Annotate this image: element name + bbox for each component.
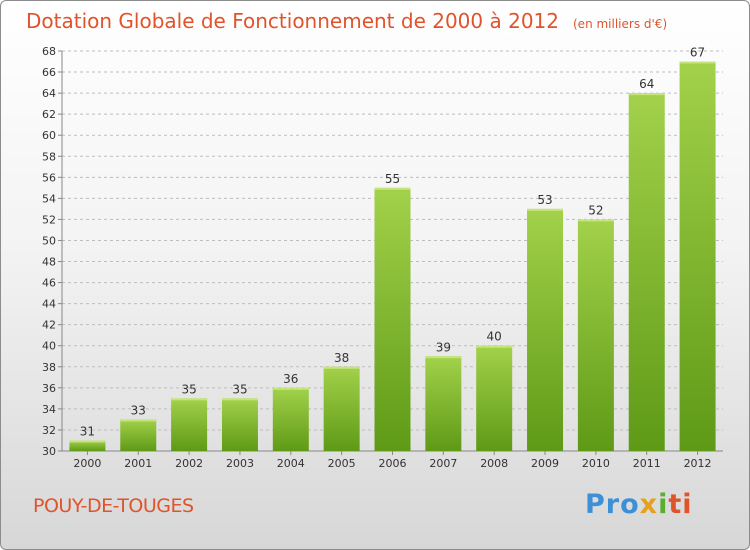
y-tick-label: 46 xyxy=(42,277,56,290)
y-tick-label: 30 xyxy=(42,445,56,458)
proxiti-logo[interactable]: Proxiti xyxy=(585,489,693,520)
x-tick-label-2003: 2003 xyxy=(226,457,254,470)
bar-top-highlight xyxy=(221,398,258,401)
bar-top-highlight xyxy=(577,219,614,222)
bar-top-highlight xyxy=(323,366,360,369)
bar-2000 xyxy=(69,440,106,451)
bar-2007 xyxy=(425,356,462,451)
value-labels: 31 33 35 35 36 38 55 39 40 53 52 64 67 xyxy=(80,46,705,439)
bar-2009 xyxy=(527,208,564,451)
value-label-2001: 33 xyxy=(131,403,146,417)
city-name: POUY-DE-TOUGES xyxy=(33,495,194,517)
x-tick-label-2006: 2006 xyxy=(379,457,407,470)
bar-2010 xyxy=(577,219,614,451)
x-tick-label-2012: 2012 xyxy=(684,457,712,470)
bar-2002 xyxy=(171,398,208,451)
x-tick-label-2002: 2002 xyxy=(175,457,203,470)
x-tick-label-2008: 2008 xyxy=(480,457,508,470)
logo-part-3: i xyxy=(658,489,669,520)
x-tick-label-2009: 2009 xyxy=(531,457,559,470)
bar-top-highlight xyxy=(679,61,716,64)
bar-top-highlight xyxy=(527,208,564,211)
bar-top-highlight xyxy=(374,187,411,190)
y-tick-label: 64 xyxy=(42,87,56,100)
y-tick-label: 42 xyxy=(42,319,56,332)
y-tick-label: 54 xyxy=(42,192,56,205)
bar-2003 xyxy=(221,398,258,451)
value-label-2009: 53 xyxy=(537,193,552,207)
value-label-2011: 64 xyxy=(639,77,654,91)
bar-top-highlight xyxy=(272,387,309,390)
bar-2012 xyxy=(679,61,716,452)
y-tick-label: 48 xyxy=(42,256,56,269)
y-tick-label: 40 xyxy=(42,340,56,353)
bar-top-highlight xyxy=(476,345,513,348)
bar-top-highlight xyxy=(171,398,208,401)
chart-title: Dotation Globale de Fonctionnement de 20… xyxy=(26,9,667,33)
logo-part-1: Pro xyxy=(585,489,640,520)
logo-part-4: ti xyxy=(668,489,693,520)
logo-part-2: x xyxy=(639,489,659,520)
x-tick-label-2005: 2005 xyxy=(328,457,356,470)
bar-2005 xyxy=(323,366,360,451)
value-label-2008: 40 xyxy=(487,330,502,344)
value-label-2005: 38 xyxy=(334,351,349,365)
bar-top-highlight xyxy=(628,93,665,96)
y-tick-label: 36 xyxy=(42,382,56,395)
y-tick-label: 62 xyxy=(42,108,56,121)
y-tick-label: 50 xyxy=(42,234,56,247)
bar-2004 xyxy=(272,387,309,451)
value-label-2003: 35 xyxy=(232,382,247,396)
x-tick-label-2007: 2007 xyxy=(429,457,457,470)
y-tick-label: 32 xyxy=(42,424,56,437)
y-tick-label: 34 xyxy=(42,403,56,416)
x-tick-label-2011: 2011 xyxy=(633,457,661,470)
value-label-2002: 35 xyxy=(181,382,196,396)
value-label-2004: 36 xyxy=(283,372,298,386)
y-tick-label: 58 xyxy=(42,150,56,163)
value-label-2007: 39 xyxy=(436,340,451,354)
y-tick-label: 52 xyxy=(42,213,56,226)
x-tick-label-2001: 2001 xyxy=(124,457,152,470)
bar-top-highlight xyxy=(69,440,106,443)
value-label-2010: 52 xyxy=(588,203,603,217)
bars xyxy=(69,61,716,452)
y-tick-label: 68 xyxy=(42,45,56,58)
bar-top-highlight xyxy=(425,356,462,359)
x-tick-label-2000: 2000 xyxy=(73,457,101,470)
value-label-2006: 55 xyxy=(385,172,400,186)
y-tick-label: 56 xyxy=(42,171,56,184)
bar-top-highlight xyxy=(120,419,157,422)
x-tick-label-2004: 2004 xyxy=(277,457,305,470)
bar-2011 xyxy=(628,93,665,452)
bar-2006 xyxy=(374,187,411,451)
y-tick-label: 60 xyxy=(42,129,56,142)
x-tick-label-2010: 2010 xyxy=(582,457,610,470)
y-tick-label: 38 xyxy=(42,361,56,374)
y-tick-label: 66 xyxy=(42,66,56,79)
chart-title-text: Dotation Globale de Fonctionnement de 20… xyxy=(26,9,559,33)
value-label-2000: 31 xyxy=(80,424,95,438)
y-tick-label: 44 xyxy=(42,298,56,311)
chart-unit-note: (en milliers d'€) xyxy=(573,17,668,31)
bar-2008 xyxy=(476,345,513,451)
bar-2001 xyxy=(120,419,157,451)
value-label-2012: 67 xyxy=(690,46,705,60)
